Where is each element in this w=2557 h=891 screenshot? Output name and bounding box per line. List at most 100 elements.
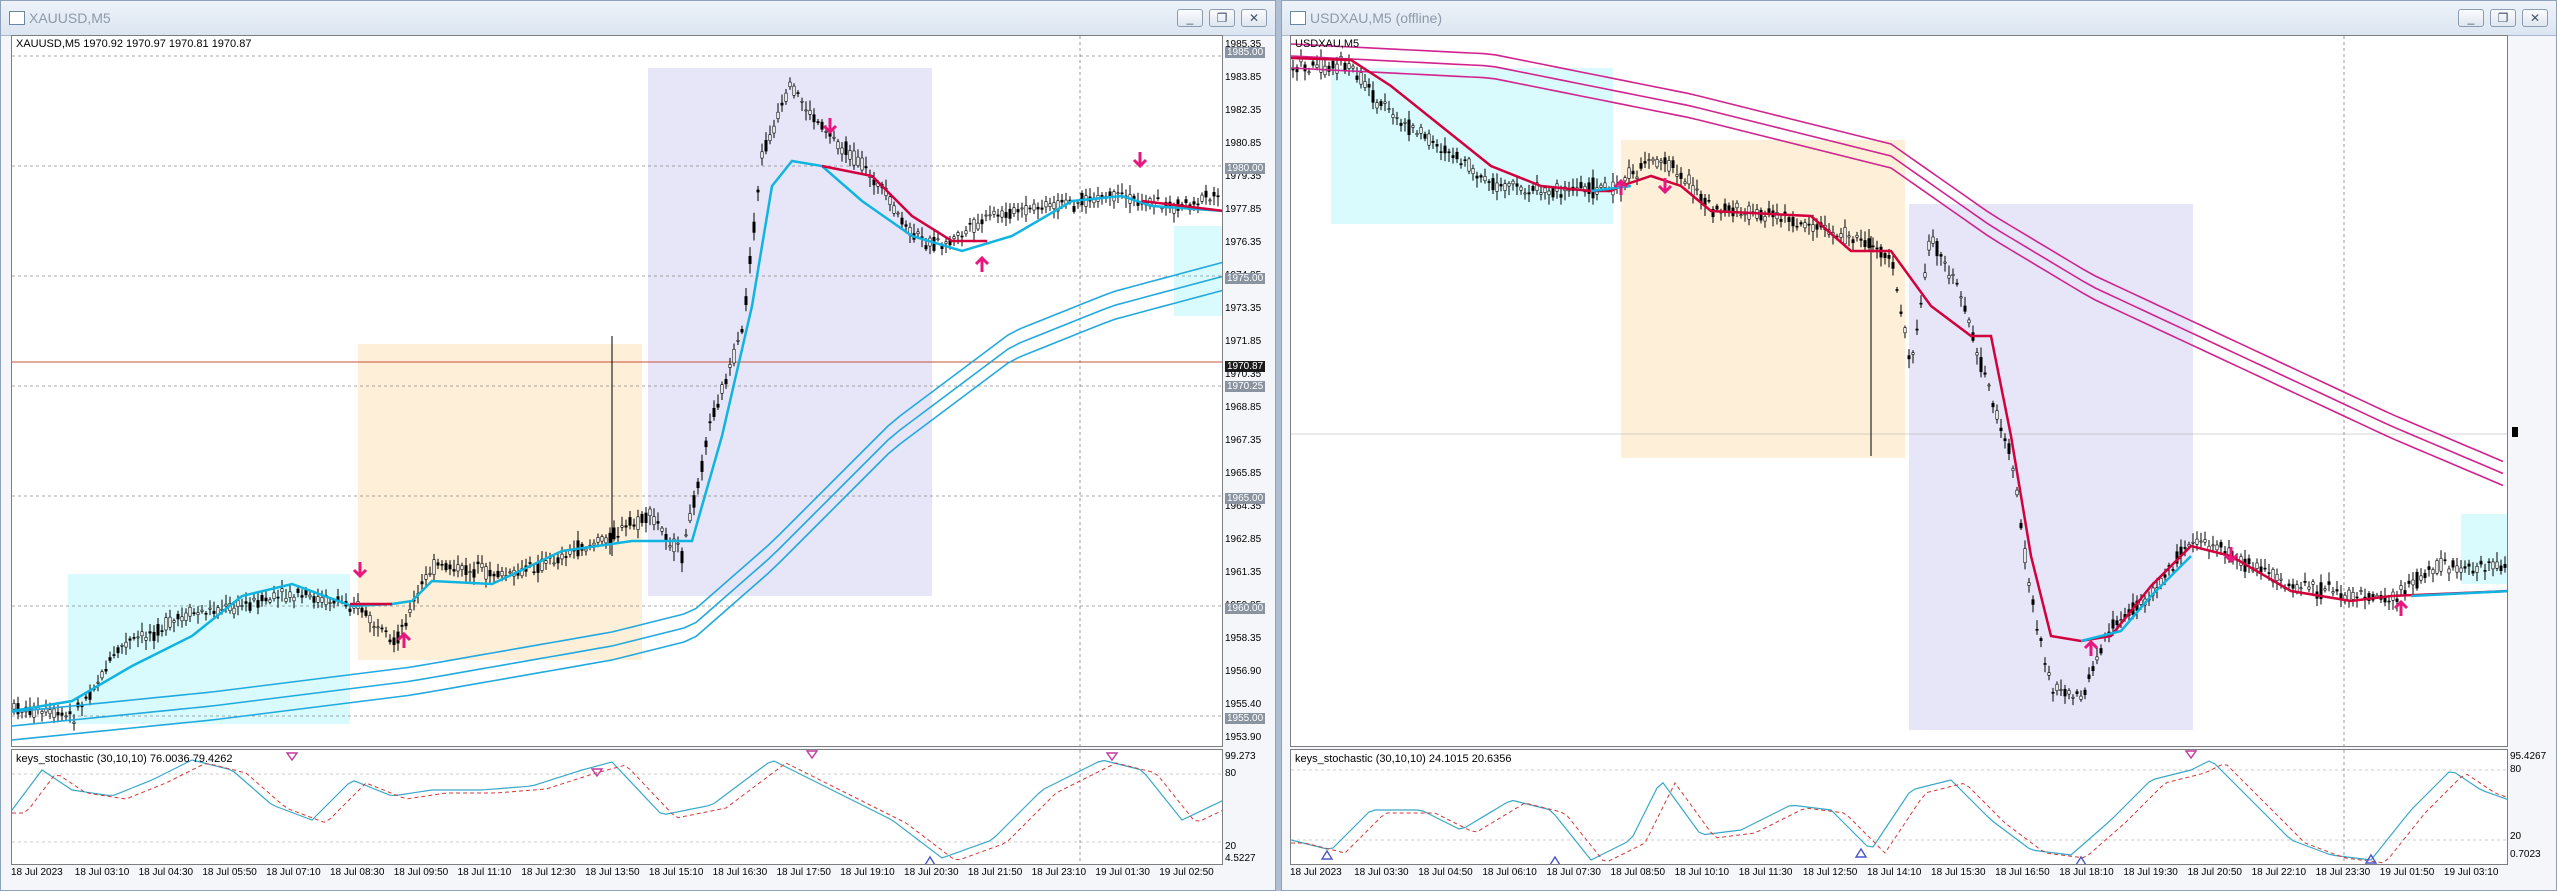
time-tick-label: 19 Jul 01:30	[1095, 867, 1150, 878]
candle-body	[2443, 559, 2447, 562]
candle-body	[724, 379, 728, 385]
candle-body	[708, 421, 712, 424]
time-tick-label: 18 Jul 11:30	[1738, 867, 1793, 878]
left-candlestick-plot	[12, 36, 1222, 746]
left-stochastic-panel[interactable]: keys_stochastic (30,10,10) 76.0036 79.42…	[11, 749, 1223, 865]
right-chart-window[interactable]: USDXAU,M5 (offline) _ ❐ ✕ USDXAU,M5 keys…	[1281, 0, 2557, 891]
candle-body	[2035, 628, 2039, 631]
restore-button[interactable]: ❐	[2490, 9, 2516, 27]
time-tick-label: 18 Jul 19:30	[2123, 867, 2178, 878]
candle-body	[1707, 200, 1711, 202]
candle-body	[2271, 569, 2275, 583]
candle-body	[1939, 254, 1943, 257]
candle-body	[2219, 542, 2223, 548]
candle-body	[276, 596, 280, 599]
candle-body	[116, 647, 120, 654]
candle-body	[1391, 114, 1395, 118]
candle-body	[180, 616, 184, 622]
candle-body	[1895, 289, 1899, 291]
stochastic-down-marker-icon	[285, 752, 299, 762]
candle-body	[1459, 163, 1463, 166]
left-price-chart[interactable]: XAUUSD,M5 1970.92 1970.97 1970.81 1970.8…	[11, 35, 1223, 747]
candle-body	[312, 596, 316, 603]
candle-body	[132, 637, 136, 639]
candle-body	[2459, 567, 2463, 573]
candle-body	[1603, 182, 1607, 188]
candle-body	[1072, 206, 1076, 212]
candle-body	[1783, 211, 1787, 214]
candle-body	[1052, 202, 1056, 210]
price-tag-top: 1985.00	[1225, 47, 1266, 58]
candle-body	[1307, 71, 1311, 74]
candle-body	[1931, 236, 1935, 244]
left-price-scale[interactable]: 1985.35 1983.85 1982.35 1980.85 1979.35 1977.…	[1225, 35, 1275, 747]
candle-body	[1523, 192, 1527, 195]
candle-body	[1903, 327, 1907, 334]
candle-body	[2471, 570, 2475, 574]
candle-body	[560, 553, 564, 560]
candle-body	[900, 217, 904, 225]
candle-body	[1951, 274, 1955, 277]
time-tick-label: 19 Jul 02:50	[1159, 867, 1214, 878]
right-price-scale[interactable]	[2510, 35, 2556, 747]
signal-down-arrow-icon	[1657, 178, 1673, 195]
close-button[interactable]: ✕	[1241, 9, 1267, 27]
candle-body	[96, 681, 100, 684]
candle-body	[764, 140, 768, 152]
candle-body	[2015, 489, 2019, 496]
candle-body	[1044, 201, 1048, 208]
candle-body	[772, 125, 776, 134]
close-button[interactable]: ✕	[2522, 9, 2548, 27]
candle-body	[2279, 578, 2283, 581]
candle-body	[788, 81, 792, 88]
minimize-button[interactable]: _	[2458, 9, 2484, 27]
price-tick-label: 1956.90	[1225, 666, 1262, 677]
price-tick-label: 1976.35	[1225, 237, 1262, 248]
candle-body	[2451, 560, 2455, 568]
candle-body	[1887, 255, 1891, 259]
candle-body	[808, 110, 812, 115]
candle-body	[404, 622, 408, 627]
candle-body	[864, 166, 868, 169]
restore-button[interactable]: ❐	[1209, 9, 1235, 27]
signal-down-arrow-icon	[822, 118, 838, 135]
right-title-bar[interactable]: USDXAU,M5 (offline) _ ❐ ✕	[1282, 1, 2556, 36]
candle-body	[812, 114, 816, 123]
candle-body	[2351, 592, 2355, 600]
candle-body	[1859, 238, 1863, 241]
candle-body	[1491, 178, 1495, 191]
left-title-bar[interactable]: XAUUSD,M5 _ ❐ ✕	[1, 1, 1275, 36]
price-tick-label: 1961.35	[1225, 567, 1262, 578]
candle-body	[1216, 195, 1220, 198]
candle-body	[592, 542, 596, 546]
candle-body	[192, 612, 196, 615]
candle-body	[424, 574, 428, 580]
candle-body	[1447, 151, 1451, 154]
candle-body	[476, 561, 480, 565]
left-time-axis: 18 Jul 2023 18 Jul 03:10 18 Jul 04:30 18 Ju…	[11, 867, 1223, 883]
stochastic-down-marker-icon	[805, 750, 819, 760]
right-stochastic-panel[interactable]: keys_stochastic (30,10,10) 24.1015 20.63…	[1290, 749, 2508, 865]
left-chart-window[interactable]: XAUUSD,M5 _ ❐ ✕ XAUUSD,M5 1970.92 1970.9…	[0, 0, 1276, 891]
candle-body	[452, 569, 456, 572]
right-price-chart[interactable]: USDXAU,M5	[1290, 35, 2508, 747]
candle-body	[1639, 163, 1643, 169]
candle-body	[1907, 355, 1911, 360]
zone-rect	[358, 344, 642, 660]
candle-body	[1375, 102, 1379, 109]
candle-body	[1807, 223, 1811, 226]
candle-body	[1791, 217, 1795, 227]
chart-window-icon	[1290, 11, 1306, 25]
candle-body	[1715, 205, 1719, 210]
candle-body	[1787, 217, 1791, 222]
candle-body	[1551, 188, 1555, 198]
candle-body	[2439, 557, 2443, 572]
candle-body	[624, 525, 628, 528]
candle-body	[364, 610, 368, 616]
candle-body	[380, 627, 384, 630]
left-window-title: XAUUSD,M5	[29, 10, 111, 26]
minimize-button[interactable]: _	[1177, 9, 1203, 27]
candle-body	[1695, 188, 1699, 191]
candle-body	[688, 513, 692, 522]
candle-body	[2347, 589, 2351, 602]
